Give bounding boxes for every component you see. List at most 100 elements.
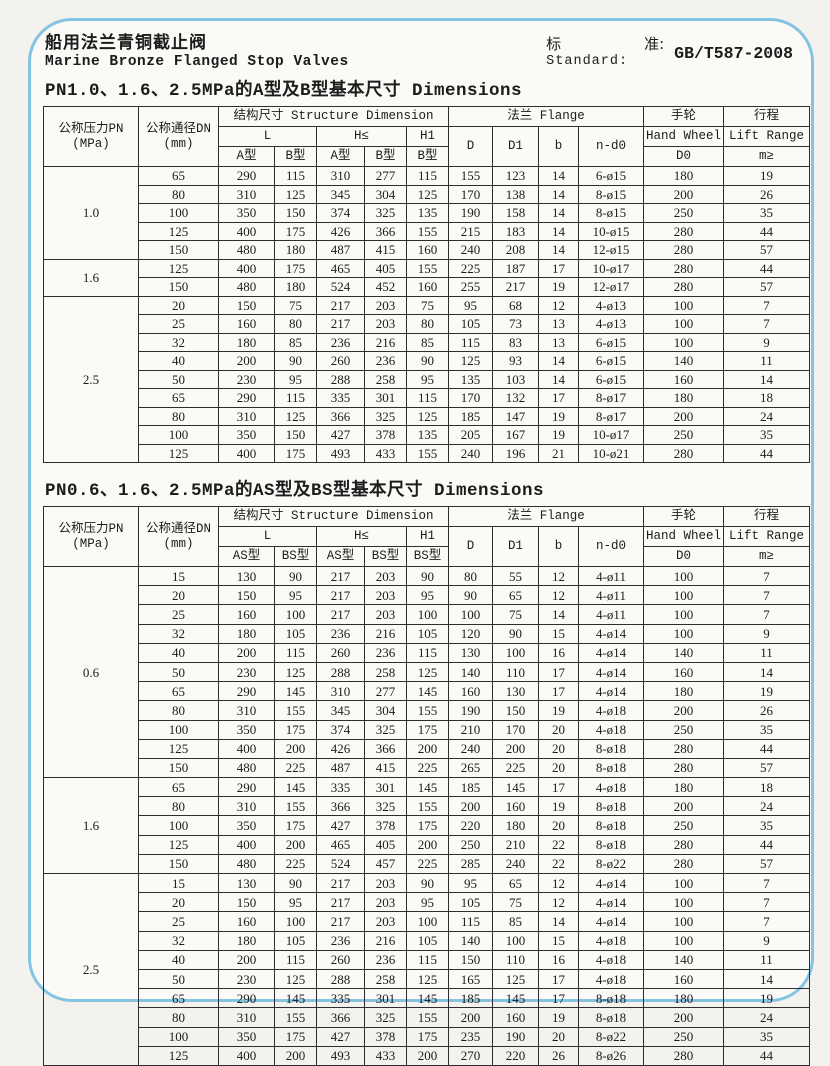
table-cell: 160 (405, 277, 450, 297)
table-cell: 19 (538, 277, 580, 297)
table-cell: 150 (492, 700, 540, 721)
table-cell: 10-ø21 (578, 443, 645, 463)
table-cell: 150 (138, 277, 219, 297)
table-cell: 17 (538, 661, 580, 683)
col-header-pressure: 公称压力PN (MPa) (43, 506, 139, 567)
table-row: 100 350 175 427 378 175 220 180 20 8-ø18 250 35 (44, 815, 811, 836)
table-cell: 155 (405, 796, 450, 817)
table-cell: 345 (316, 184, 365, 204)
table-cell: 4-ø14 (578, 892, 645, 913)
table-cell: 90 (274, 565, 317, 587)
table-cell: 366 (364, 738, 407, 759)
table-cell: 6-ø15 (578, 332, 645, 352)
table-cell: 125 (405, 661, 450, 683)
table-cell: 6-ø15 (578, 369, 645, 389)
table-cell: 374 (316, 203, 365, 223)
table-cell: 14 (723, 968, 811, 990)
table-cell: 180 (274, 277, 317, 297)
table-cell: 57 (723, 277, 811, 297)
table-cell: 100 (138, 815, 219, 836)
table-row: 100 350 175 374 325 175 210 170 20 4-ø18 250 35 (44, 719, 811, 740)
table-cell: 4-ø14 (578, 911, 645, 932)
table-cell: 20 (138, 892, 219, 913)
pressure-group-cell: 1.0 (43, 166, 139, 260)
table-cell: 378 (364, 815, 407, 836)
pressure-group-cell: 2.5 (43, 295, 139, 463)
table-cell: 255 (448, 277, 494, 297)
table-cell: 187 (492, 258, 540, 278)
table-cell: 7 (723, 585, 811, 606)
table-row: 50 230 125 288 258 125 140 110 17 4-ø14 160 14 (44, 661, 811, 683)
standard-block: 标 准: Standard: GB/T587-2008 (546, 35, 793, 71)
table-cell: 100 (643, 872, 725, 894)
table-cell: 180 (274, 240, 317, 260)
table-cell: 200 (492, 738, 540, 759)
table-cell: 433 (364, 1045, 407, 1066)
table-header: 公称压力PN (MPa) 公称通径DN (mm) 结构尺寸 Structure … (43, 506, 811, 567)
table-cell: 155 (448, 166, 494, 186)
table-cell: 20 (138, 585, 219, 606)
table-cell: 100 (643, 911, 725, 932)
table-cell: 35 (723, 1026, 811, 1047)
table-cell: 200 (274, 834, 317, 855)
table-row: 32 180 105 236 216 105 140 100 15 4-ø18 100 9 (44, 930, 811, 951)
table-cell: 280 (643, 853, 725, 875)
doc-title-en: Marine Bronze Flanged Stop Valves (45, 54, 349, 70)
table-cell: 175 (274, 815, 317, 836)
table-cell: 80 (138, 796, 219, 817)
table-cell: 4-ø18 (578, 949, 645, 970)
table-cell: 280 (643, 277, 725, 297)
table-cell: 480 (218, 853, 275, 875)
table-cell: 80 (405, 314, 450, 334)
table-cell: 145 (405, 777, 450, 798)
table-cell: 457 (364, 853, 407, 875)
table-cell: 217 (316, 604, 365, 625)
table-cell: 301 (364, 777, 407, 798)
table-cell: 115 (274, 949, 317, 970)
table-cell: 400 (218, 834, 275, 855)
table-cell: 175 (274, 1026, 317, 1047)
table-cell: 180 (492, 815, 540, 836)
table-cell: 65 (492, 872, 540, 894)
table-cell: 105 (405, 930, 450, 951)
table-row: 100 350 175 427 378 175 235 190 20 8-ø22 250 35 (44, 1026, 811, 1047)
table-cell: 210 (448, 719, 494, 740)
table-cell: 14 (538, 911, 580, 932)
table-cell: 240 (492, 853, 540, 875)
table-cell: 170 (448, 184, 494, 204)
table-row: 100 350 150 374 325 135 190 158 14 8-ø15 250 35 (44, 203, 811, 223)
table-cell: 225 (492, 757, 540, 779)
table-cell: 14 (538, 351, 580, 371)
table-row: 80 310 155 366 325 155 200 160 19 8-ø18 200 24 (44, 796, 811, 817)
table-cell: 350 (218, 815, 275, 836)
table-cell: 140 (643, 642, 725, 663)
table-row: 100 350 150 427 378 135 205 167 19 10-ø17 250 35 (44, 425, 811, 445)
table-cell: 405 (364, 258, 407, 278)
table-cell: 280 (643, 443, 725, 463)
table-cell: 125 (274, 406, 317, 426)
table-cell: 200 (448, 796, 494, 817)
table-cell: 4-ø14 (578, 642, 645, 663)
table-cell: 183 (492, 221, 540, 241)
standard-value: GB/T587-2008 (674, 43, 793, 63)
table-cell: 130 (492, 681, 540, 702)
table-cell: 236 (316, 930, 365, 951)
table-row: 1.0 65 290 115 310 277 115 155 123 14 6-ø15 180 19 (43, 166, 811, 260)
col-header-L-typeB: B型 (274, 146, 317, 167)
table-cell: 236 (364, 642, 407, 663)
table-cell: 26 (538, 1045, 580, 1066)
table-cell: 100 (643, 892, 725, 913)
table-cell: 14 (723, 661, 811, 683)
table-cell: 180 (643, 777, 725, 798)
table-cell: 325 (364, 1007, 407, 1028)
table-cell: 100 (405, 911, 450, 932)
table-cell: 100 (643, 604, 725, 625)
col-header-ndo: n-d0 (578, 526, 645, 567)
table-cell: 95 (405, 892, 450, 913)
table-cell: 16 (538, 642, 580, 663)
table-cell: 7 (723, 295, 811, 315)
table-row: 1.6 65 290 145 335 301 145 185 145 17 4-ø18 180 18 (43, 777, 811, 874)
table-cell: 95 (274, 585, 317, 606)
table-cell: 125 (138, 221, 219, 241)
col-header-lift-cn: 行程 (723, 106, 811, 127)
